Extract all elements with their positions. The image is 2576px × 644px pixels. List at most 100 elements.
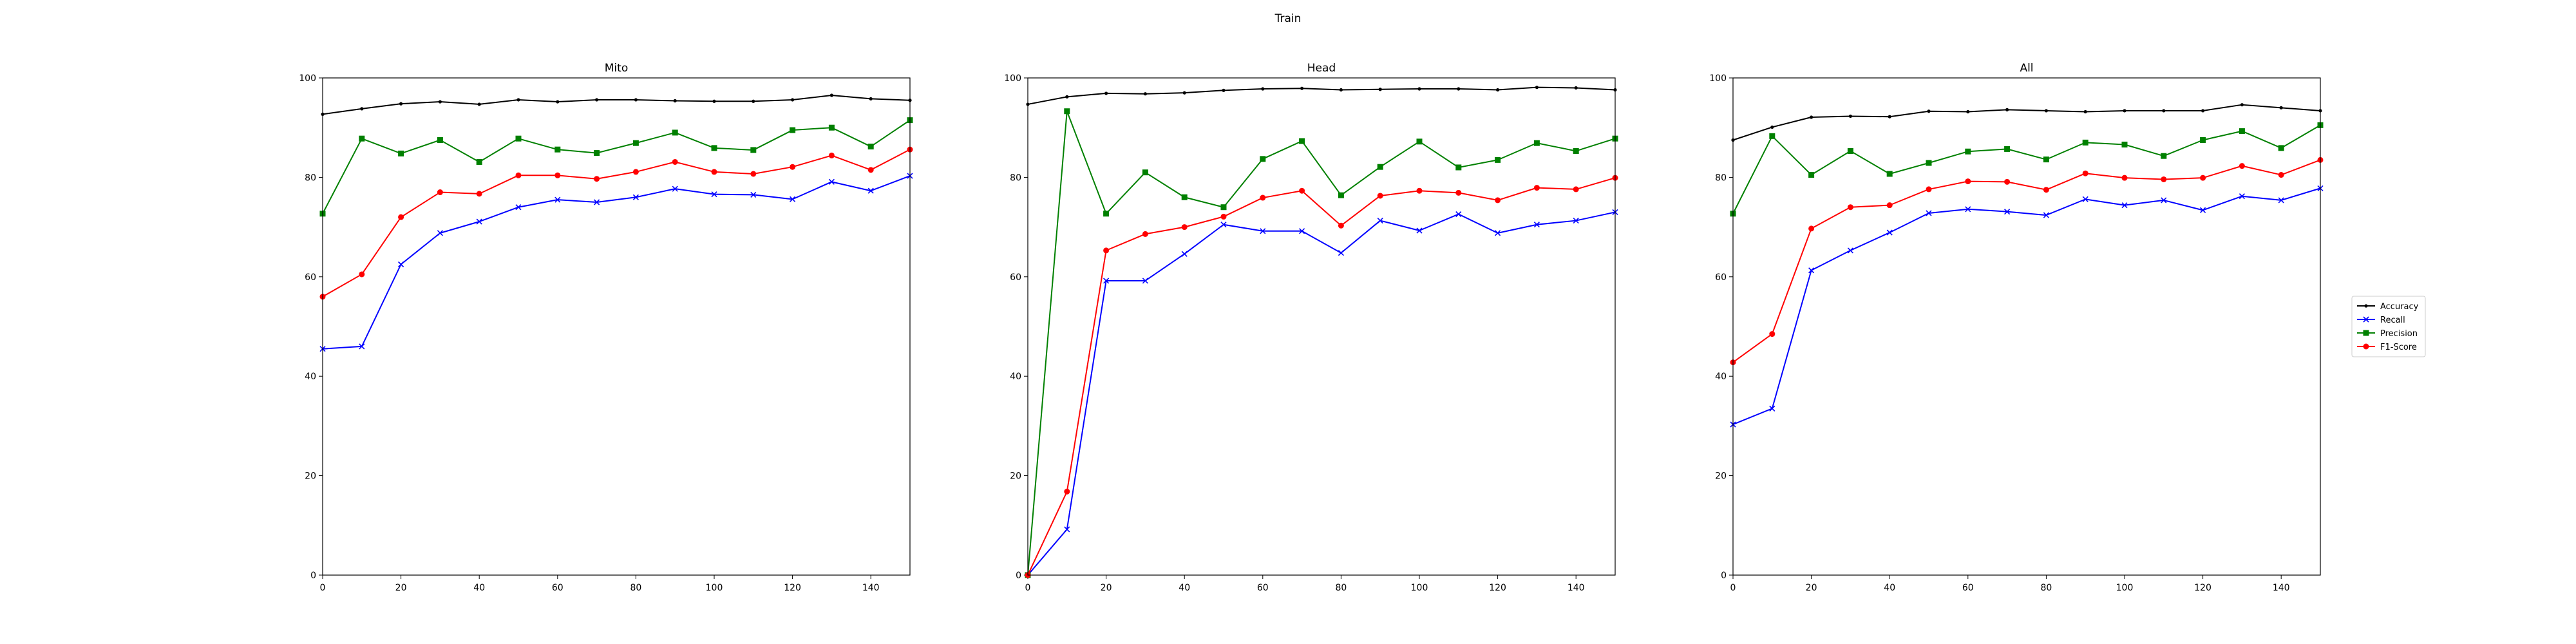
data-point-accuracy <box>2201 109 2205 113</box>
data-point-precision <box>1965 148 1971 155</box>
chart-panel-all: All 0 20 40 60 80 100 120 140 0 20 40 60 80 100 <box>1709 62 2324 593</box>
data-point-recall <box>2082 196 2088 202</box>
legend-label-accuracy: Accuracy <box>2380 302 2419 312</box>
series-accuracy <box>321 93 912 116</box>
chart-panels: Mito 0 20 40 60 80 100 120 140 0 20 40 60 80 100 Head 0 2… <box>299 62 2324 593</box>
data-point-precision <box>2161 153 2167 159</box>
data-point-recall <box>1769 405 1776 412</box>
data-point-precision <box>1573 147 1579 154</box>
data-point-accuracy <box>595 98 599 102</box>
data-point-recall <box>1965 206 1971 213</box>
data-point-accuracy <box>1888 115 1891 118</box>
data-point-recall <box>437 230 443 236</box>
data-point-f1-score <box>1142 231 1148 237</box>
data-point-accuracy <box>712 99 716 103</box>
data-point-recall <box>672 185 678 192</box>
plot-frame-head <box>1027 77 1616 576</box>
data-point-f1-score <box>359 271 365 278</box>
legend-marker-precision <box>2363 330 2369 336</box>
x-tick-label: 100 <box>1411 583 1428 593</box>
data-point-accuracy <box>2005 108 2009 112</box>
data-point-accuracy <box>829 93 833 97</box>
data-point-f1-score <box>1847 204 1853 211</box>
x-tick-label: 100 <box>706 583 723 593</box>
data-point-f1-score <box>1064 488 1070 495</box>
data-point-f1-score <box>515 172 522 178</box>
data-point-precision <box>1533 140 1540 146</box>
data-point-recall <box>398 261 404 268</box>
data-point-recall <box>2200 207 2206 213</box>
data-point-recall <box>359 343 365 350</box>
x-tick-label: 0 <box>320 583 326 593</box>
data-point-f1-score <box>1377 193 1383 199</box>
chart-panel-head: Head 0 20 40 60 80 100 120 140 0 20 40 60 80 100 <box>1004 62 1618 593</box>
series-line-f1-score <box>1732 159 2321 363</box>
data-point-f1-score <box>1769 331 1776 337</box>
series-line-recall <box>322 175 911 350</box>
series-accuracy <box>1731 103 2322 142</box>
data-point-accuracy <box>1496 88 1500 92</box>
data-point-f1-score <box>2043 187 2049 193</box>
data-point-accuracy <box>2279 106 2283 109</box>
data-point-precision <box>1455 164 1462 171</box>
data-point-f1-score <box>632 169 639 175</box>
data-point-f1-score <box>2161 176 2167 182</box>
data-point-f1-score <box>2200 175 2206 181</box>
y-tick-label: 20 <box>1715 471 1727 482</box>
data-point-recall <box>2161 197 2167 204</box>
data-point-f1-score <box>1260 194 1266 201</box>
data-point-recall <box>2278 197 2284 204</box>
series-f1-score <box>319 146 913 300</box>
data-point-accuracy <box>1339 88 1343 92</box>
data-point-precision <box>1181 194 1188 200</box>
x-tick-label: 100 <box>2116 583 2134 593</box>
data-point-precision <box>2239 128 2245 135</box>
x-tick-label: 140 <box>862 583 880 593</box>
data-point-f1-score <box>1965 178 1971 185</box>
series-line-accuracy <box>1027 86 1616 105</box>
legend-entry-accuracy: Accuracy <box>2357 302 2419 312</box>
legend-marker-f1-score <box>2363 343 2369 350</box>
data-point-precision <box>1886 171 1893 177</box>
data-point-accuracy <box>1104 91 1108 95</box>
data-point-recall <box>1533 222 1540 228</box>
data-point-accuracy <box>1927 109 1931 113</box>
data-point-accuracy <box>1143 92 1147 96</box>
data-point-f1-score <box>2121 175 2128 181</box>
x-tick-label: 80 <box>1335 583 1347 593</box>
data-point-recall <box>2121 202 2128 209</box>
data-point-f1-score <box>2278 172 2284 178</box>
data-point-recall <box>594 199 600 205</box>
legend-frame <box>2351 296 2426 357</box>
data-point-f1-score <box>1299 187 1305 194</box>
data-point-accuracy <box>556 100 560 104</box>
data-point-precision <box>632 140 639 146</box>
data-point-recall <box>515 204 522 211</box>
data-point-recall <box>632 194 639 200</box>
data-point-recall <box>2004 209 2011 215</box>
data-point-f1-score <box>2239 163 2245 169</box>
data-point-precision <box>828 124 835 131</box>
data-point-accuracy <box>438 100 442 104</box>
data-point-precision <box>1260 156 1266 162</box>
data-point-precision <box>1103 211 1110 217</box>
data-point-accuracy <box>791 98 795 102</box>
data-point-f1-score <box>672 158 678 165</box>
data-point-precision <box>554 146 561 153</box>
series-line-precision <box>1027 110 1616 576</box>
x-tick-label: 40 <box>473 583 485 593</box>
data-point-precision <box>672 129 678 136</box>
y-tick-label: 80 <box>1010 173 1021 183</box>
data-point-f1-score <box>554 172 561 178</box>
data-point-recall <box>1573 217 1579 224</box>
data-point-accuracy <box>1417 87 1421 91</box>
data-point-accuracy <box>2240 103 2244 107</box>
series-line-accuracy <box>322 95 911 115</box>
data-point-precision <box>594 150 600 156</box>
series-f1-score <box>1025 175 1618 578</box>
data-point-precision <box>1220 204 1227 211</box>
y-tick-label: 100 <box>1709 73 1727 84</box>
y-tick-label: 100 <box>1004 73 1021 84</box>
